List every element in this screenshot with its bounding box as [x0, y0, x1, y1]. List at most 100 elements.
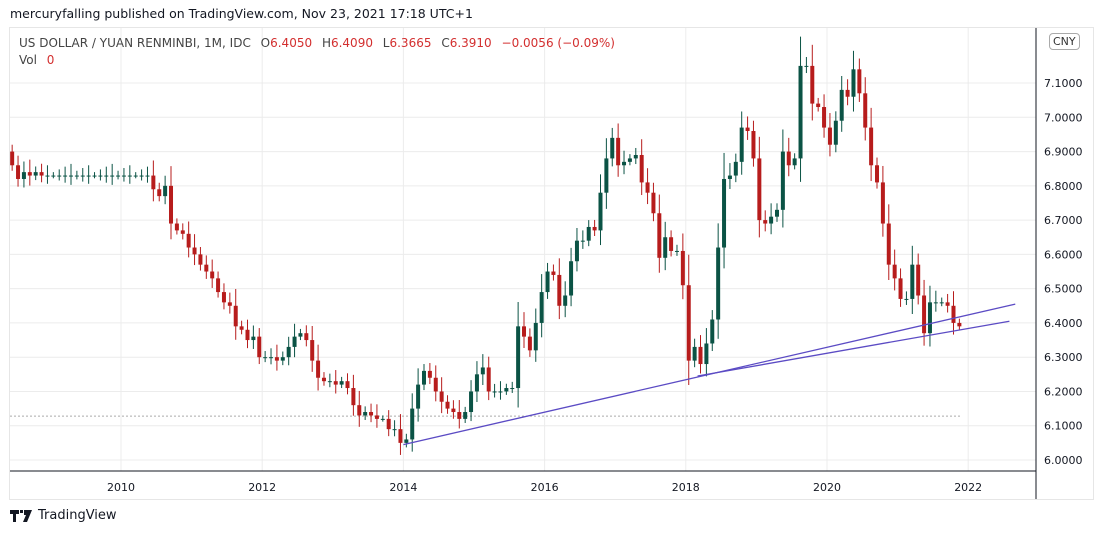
- candle-body: [216, 278, 221, 293]
- candle-body: [657, 213, 662, 258]
- candle-body: [769, 216, 774, 224]
- candle-body: [551, 271, 556, 275]
- candle-body: [598, 192, 603, 231]
- candle-body: [539, 292, 544, 323]
- tradingview-logo-icon: [10, 509, 32, 522]
- candle-body: [10, 151, 15, 166]
- candle-body: [251, 336, 256, 341]
- price-tick-label: 7.0000: [1044, 111, 1083, 124]
- chart-panel[interactable]: 7.1000 7.0000 6.9000 6.8000 6.7000 6.6000 6.50…: [9, 27, 1094, 500]
- candle-body: [533, 322, 538, 351]
- time-tick-label: 2014: [389, 481, 417, 494]
- price-tick-label: 6.9000: [1044, 146, 1083, 159]
- candle-body: [875, 165, 880, 183]
- open-value: 6.4050: [270, 36, 313, 50]
- candle-body: [127, 175, 132, 177]
- candle-body: [451, 408, 456, 413]
- candle-body: [645, 182, 650, 193]
- low-value: 6.3665: [389, 36, 432, 50]
- candle-body: [463, 412, 468, 419]
- candle-body: [786, 151, 791, 166]
- price-tick-label: 7.1000: [1044, 77, 1083, 90]
- candle-body: [274, 357, 279, 361]
- candle-body: [804, 65, 809, 67]
- candle-body: [527, 336, 532, 351]
- candle-body: [421, 370, 426, 385]
- candle-body: [822, 107, 827, 128]
- candle-body: [133, 175, 138, 177]
- candle-body: [545, 271, 550, 293]
- candle-body: [651, 192, 656, 214]
- candle-body: [51, 175, 56, 177]
- candle-body: [457, 412, 462, 419]
- candle-body: [74, 175, 79, 177]
- candle-body: [439, 391, 444, 402]
- candle-body: [792, 158, 797, 166]
- candle-body: [486, 367, 491, 392]
- candle-body: [221, 292, 226, 303]
- candle-body: [298, 333, 303, 337]
- candle-body: [563, 295, 568, 306]
- candle-body: [157, 189, 162, 197]
- candle-body: [233, 305, 238, 327]
- candle-body: [510, 388, 515, 390]
- candle-body: [386, 418, 391, 430]
- candle-body: [310, 340, 315, 361]
- candle-body: [404, 439, 409, 443]
- candle-body: [692, 346, 697, 361]
- candle-body: [139, 175, 144, 177]
- candle-body: [569, 261, 574, 296]
- brand-name: TradingView: [38, 508, 117, 523]
- candle-body: [204, 264, 209, 272]
- candle-body: [816, 103, 821, 108]
- candle-body: [245, 329, 250, 341]
- price-tick-label: 6.5000: [1044, 283, 1083, 296]
- candle-body: [257, 336, 262, 358]
- low-label: L: [382, 36, 390, 50]
- candle-body: [892, 264, 897, 279]
- candle-body: [474, 374, 479, 392]
- candle-body: [345, 381, 350, 389]
- candle-body: [398, 429, 403, 443]
- candle-body: [904, 298, 909, 300]
- candle-body: [416, 384, 421, 409]
- candle-body: [469, 391, 474, 413]
- candle-body: [357, 405, 362, 416]
- candle-body: [433, 377, 438, 392]
- candle-body: [616, 137, 621, 166]
- tradingview-footer[interactable]: TradingView: [10, 508, 117, 523]
- price-chart[interactable]: 7.1000 7.0000 6.9000 6.8000 6.7000 6.6000 6.50…: [10, 28, 1093, 499]
- candle-body: [21, 172, 26, 179]
- candle-body: [374, 415, 379, 419]
- candle-body: [239, 326, 244, 330]
- candle-body: [633, 154, 638, 159]
- candle-body: [945, 302, 950, 306]
- legend: US DOLLAR / YUAN RENMINBI, 1M, IDC O6.40…: [19, 35, 615, 69]
- candle-body: [857, 69, 862, 94]
- candle-body: [774, 209, 779, 217]
- symbol-title[interactable]: US DOLLAR / YUAN RENMINBI, 1M, IDC: [19, 36, 251, 50]
- candle-body: [92, 175, 97, 177]
- candle-body: [410, 408, 415, 440]
- candle-body: [104, 175, 109, 177]
- time-tick-label: 2010: [107, 481, 135, 494]
- candle-body: [574, 240, 579, 262]
- candle-body: [863, 93, 868, 128]
- candle-body: [557, 274, 562, 306]
- price-tick-label: 6.6000: [1044, 248, 1083, 261]
- candle-body: [280, 357, 285, 361]
- time-tick-label: 2022: [954, 481, 982, 494]
- price-tick-label: 6.4000: [1044, 317, 1083, 330]
- legend-vol-row: Vol 0: [19, 52, 615, 69]
- candle-body: [180, 230, 185, 234]
- candle-body: [498, 391, 503, 393]
- open-label: O: [260, 36, 271, 50]
- candle-body: [369, 412, 374, 416]
- candle-body: [757, 158, 762, 221]
- candle-body: [116, 175, 121, 177]
- candle-body: [480, 367, 485, 375]
- currency-badge[interactable]: CNY: [1049, 33, 1080, 50]
- candle-body: [151, 175, 156, 190]
- candle-body: [333, 381, 338, 385]
- candle-body: [269, 357, 274, 359]
